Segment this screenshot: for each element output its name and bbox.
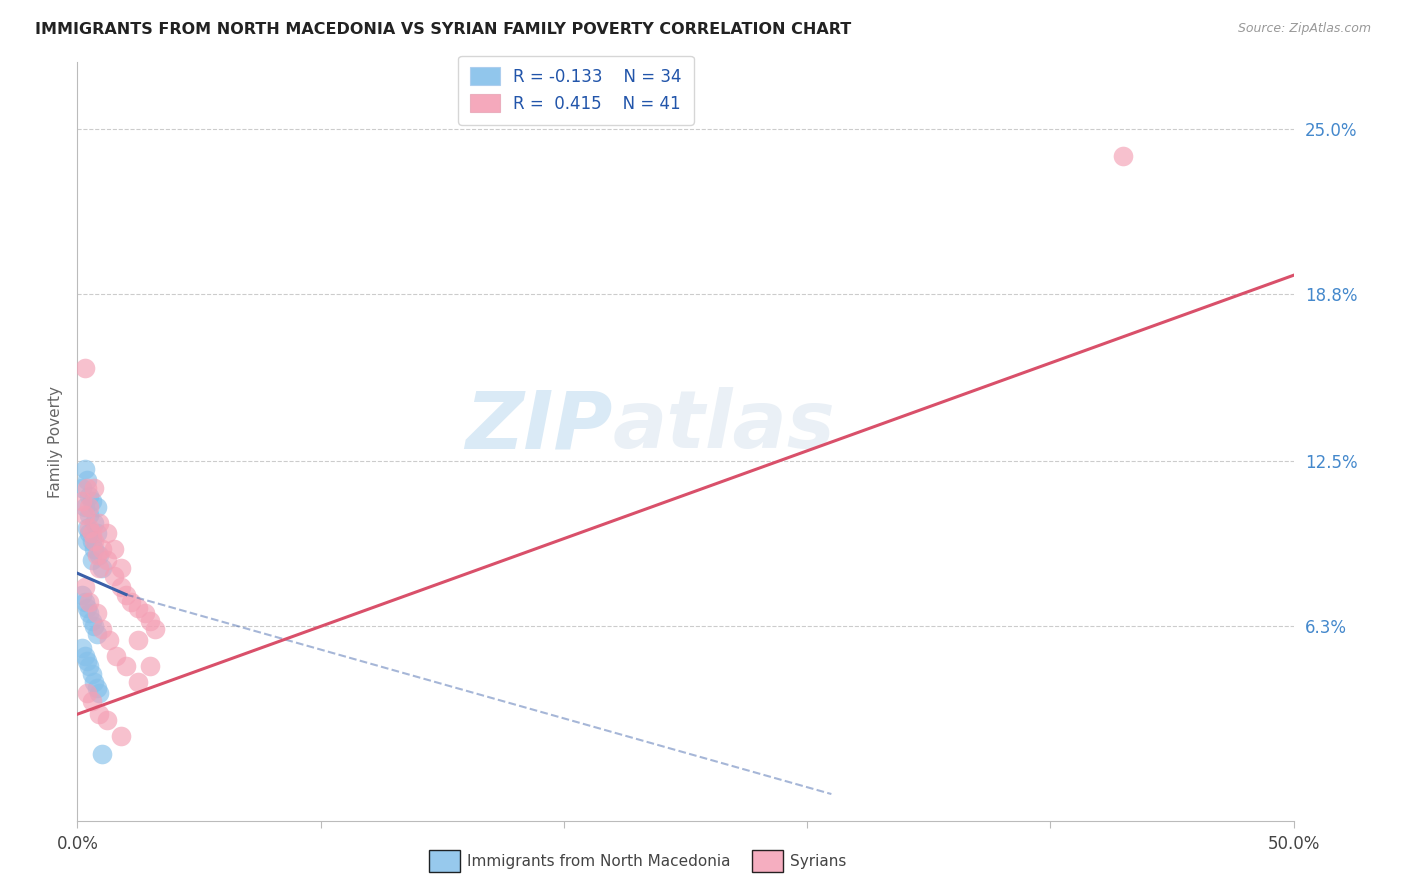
Point — [139, 614, 162, 628]
Point — [89, 516, 111, 530]
Point — [80, 694, 103, 708]
Point — [86, 681, 108, 695]
Point — [76, 686, 98, 700]
Point — [90, 542, 112, 557]
Point — [89, 686, 111, 700]
Point — [103, 569, 125, 583]
Point — [90, 747, 112, 761]
Point — [105, 648, 128, 663]
Point — [76, 481, 98, 495]
Point — [73, 508, 96, 522]
Point — [115, 587, 138, 601]
Point — [90, 561, 112, 575]
Point — [79, 659, 101, 673]
Point — [79, 500, 101, 514]
Point — [73, 648, 96, 663]
Point — [76, 600, 98, 615]
Point — [83, 542, 105, 557]
Point — [76, 654, 98, 668]
Point — [143, 622, 166, 636]
Point — [83, 675, 105, 690]
Point — [80, 534, 103, 549]
Point — [110, 580, 132, 594]
Text: ZIP: ZIP — [465, 387, 613, 466]
Point — [127, 632, 149, 647]
Text: atlas: atlas — [613, 387, 835, 466]
Point — [79, 526, 101, 541]
Point — [103, 542, 125, 557]
Point — [79, 521, 101, 535]
Point — [83, 619, 105, 633]
Point — [79, 595, 101, 609]
Point — [86, 500, 108, 514]
Y-axis label: Family Poverty: Family Poverty — [48, 385, 63, 498]
Point — [110, 561, 132, 575]
Point — [79, 606, 101, 620]
Point — [79, 508, 101, 522]
Text: Syrians: Syrians — [790, 855, 846, 869]
Point — [76, 473, 98, 487]
Point — [73, 462, 96, 476]
Text: Immigrants from North Macedonia: Immigrants from North Macedonia — [467, 855, 730, 869]
Point — [86, 606, 108, 620]
Text: Source: ZipAtlas.com: Source: ZipAtlas.com — [1237, 22, 1371, 36]
Point — [127, 600, 149, 615]
Point — [80, 526, 103, 541]
Point — [83, 516, 105, 530]
Point — [89, 707, 111, 722]
Point — [139, 659, 162, 673]
Point — [76, 521, 98, 535]
Point — [96, 553, 118, 567]
Point — [96, 713, 118, 727]
Point — [83, 534, 105, 549]
Point — [96, 526, 118, 541]
Point — [76, 534, 98, 549]
Point — [80, 494, 103, 508]
Point — [70, 481, 93, 495]
Legend: R = -0.133    N = 34, R =  0.415    N = 41: R = -0.133 N = 34, R = 0.415 N = 41 — [458, 55, 693, 125]
Point — [110, 729, 132, 743]
Text: IMMIGRANTS FROM NORTH MACEDONIA VS SYRIAN FAMILY POVERTY CORRELATION CHART: IMMIGRANTS FROM NORTH MACEDONIA VS SYRIA… — [35, 22, 852, 37]
Point — [134, 606, 156, 620]
Point — [1112, 148, 1135, 162]
Point — [115, 659, 138, 673]
Point — [86, 548, 108, 562]
Point — [70, 640, 93, 655]
Point — [80, 614, 103, 628]
Point — [80, 553, 103, 567]
Point — [86, 526, 108, 541]
Point — [120, 595, 142, 609]
Point — [90, 622, 112, 636]
Point — [97, 632, 120, 647]
Point — [86, 627, 108, 641]
Point — [70, 587, 93, 601]
Point — [79, 489, 101, 503]
Point — [73, 500, 96, 514]
Point — [89, 548, 111, 562]
Point — [80, 667, 103, 681]
Point — [73, 580, 96, 594]
Point — [89, 561, 111, 575]
Point — [127, 675, 149, 690]
Point — [73, 361, 96, 376]
Point — [70, 494, 93, 508]
Point — [83, 481, 105, 495]
Point — [73, 595, 96, 609]
